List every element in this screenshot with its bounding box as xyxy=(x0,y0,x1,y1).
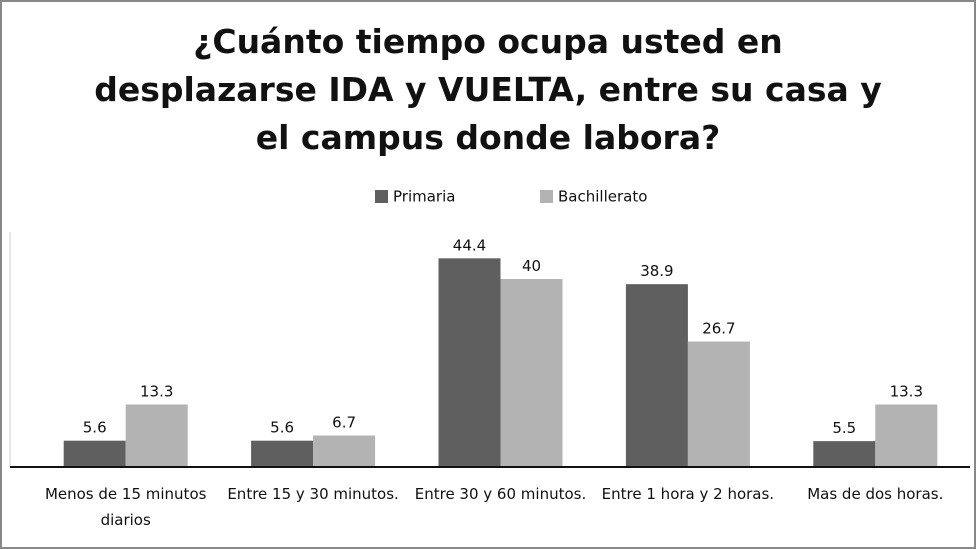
bar xyxy=(63,440,126,467)
legend-swatch xyxy=(540,190,553,203)
value-label: 5.6 xyxy=(270,419,294,437)
value-label: 40 xyxy=(522,257,541,275)
bar xyxy=(813,441,876,467)
value-label: 13.3 xyxy=(890,382,923,400)
legend-label: Bachillerato xyxy=(558,188,647,206)
x-tick-label-box: Entre 15 y 30 minutos. xyxy=(227,485,399,503)
chart-title: ¿Cuánto tiempo ocupa usted en desplazars… xyxy=(94,22,882,157)
bar xyxy=(438,258,501,467)
bar xyxy=(875,404,938,467)
x-tick-label-box: Entre 30 y 60 minutos. xyxy=(414,485,587,503)
bar xyxy=(313,435,376,467)
value-label: 44.4 xyxy=(453,236,486,254)
bar xyxy=(687,341,750,467)
legend-swatch xyxy=(375,190,388,203)
x-tick-label: Entre 30 y 60 minutos. xyxy=(414,485,587,503)
bar xyxy=(625,284,688,467)
x-tick-label-box: Mas de dos horas. xyxy=(807,485,944,503)
value-label: 26.7 xyxy=(702,320,735,338)
bar xyxy=(251,440,314,467)
x-tick-label: Menos de 15 minutos diarios xyxy=(44,485,207,529)
value-label: 6.7 xyxy=(332,414,356,432)
bar xyxy=(125,404,188,467)
value-label: 5.6 xyxy=(83,419,107,437)
x-tick-label: Entre 15 y 30 minutos. xyxy=(227,485,399,503)
bar xyxy=(500,279,563,467)
x-tick-label-box: Entre 1 hora y 2 horas. xyxy=(601,485,775,503)
x-tick-label: Mas de dos horas. xyxy=(807,485,944,503)
value-label: 13.3 xyxy=(140,382,173,400)
legend-label: Primaria xyxy=(393,188,455,206)
x-tick-label: Entre 1 hora y 2 horas. xyxy=(601,485,775,503)
x-tick-label-box: Menos de 15 minutos diarios xyxy=(44,485,207,529)
value-label: 5.5 xyxy=(832,419,856,437)
value-label: 38.9 xyxy=(640,262,673,280)
